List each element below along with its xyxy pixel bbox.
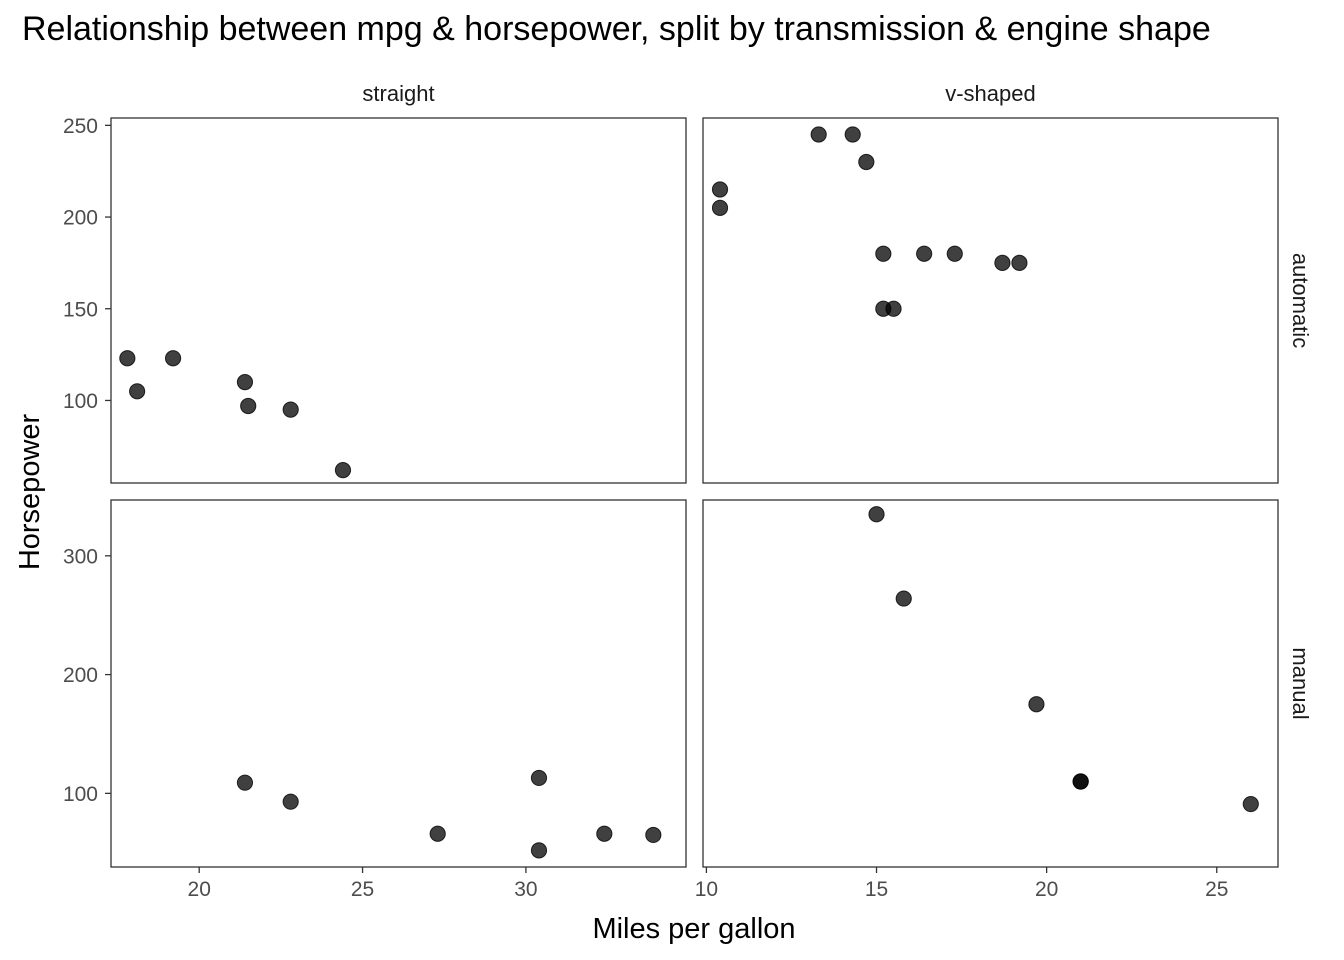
data-point — [810, 126, 827, 143]
data-point — [429, 825, 446, 842]
data-point — [875, 245, 892, 262]
data-point — [1011, 254, 1028, 271]
data-point — [334, 462, 352, 479]
y-tick-label: 250 — [63, 115, 98, 138]
data-point — [645, 826, 662, 844]
x-tick-label: 25 — [1205, 878, 1228, 901]
y-tick-label: 100 — [63, 390, 98, 413]
data-point — [858, 153, 875, 171]
x-tick-label: 15 — [865, 878, 888, 901]
y-axis-title: Horsepower — [14, 413, 46, 570]
facet-column-label: straight — [362, 81, 434, 106]
y-tick-label: 100 — [63, 783, 98, 806]
data-point — [868, 506, 885, 523]
y-tick-label: 150 — [63, 298, 98, 321]
chart-title: Relationship between mpg & horsepower, s… — [22, 10, 1211, 48]
panel-v-shaped-manual — [702, 499, 1279, 868]
data-point — [164, 350, 182, 367]
panels-layer: straight v-shaped automatic manual 20 25 30 10 1… — [63, 81, 1313, 901]
data-point — [711, 199, 729, 216]
data-point — [885, 300, 902, 317]
y-tick-label: 200 — [63, 207, 98, 230]
data-point — [596, 825, 613, 842]
data-point — [236, 774, 254, 791]
data-point — [994, 254, 1011, 271]
data-point — [711, 181, 729, 198]
facet-column-label: v-shaped — [945, 81, 1036, 106]
x-axis-title: Miles per gallon — [592, 913, 795, 945]
data-point — [530, 842, 548, 859]
data-point — [530, 769, 548, 787]
data-point — [1072, 773, 1089, 790]
y-tick-label: 300 — [63, 545, 98, 568]
data-point — [916, 245, 933, 262]
data-point — [1242, 795, 1259, 813]
y-tick-label: 200 — [63, 664, 98, 687]
data-point — [895, 590, 912, 607]
data-point — [844, 126, 861, 143]
data-point — [282, 401, 299, 418]
data-point — [119, 350, 136, 367]
x-tick-label: 30 — [514, 878, 537, 901]
data-point — [946, 245, 963, 262]
data-point — [236, 374, 254, 391]
x-tick-label: 25 — [351, 878, 374, 901]
x-tick-label: 20 — [188, 878, 211, 901]
data-point — [282, 793, 299, 810]
data-point — [129, 383, 146, 400]
data-point — [240, 397, 257, 415]
panel-v-shaped-automatic — [702, 117, 1279, 484]
panel-straight-manual — [110, 499, 687, 868]
facet-row-label: automatic — [1288, 253, 1313, 348]
x-tick-label: 10 — [695, 878, 718, 901]
data-point — [1028, 696, 1045, 713]
facet-row-label: manual — [1288, 647, 1313, 719]
x-tick-label: 20 — [1035, 878, 1058, 901]
panel-straight-automatic — [110, 117, 687, 484]
